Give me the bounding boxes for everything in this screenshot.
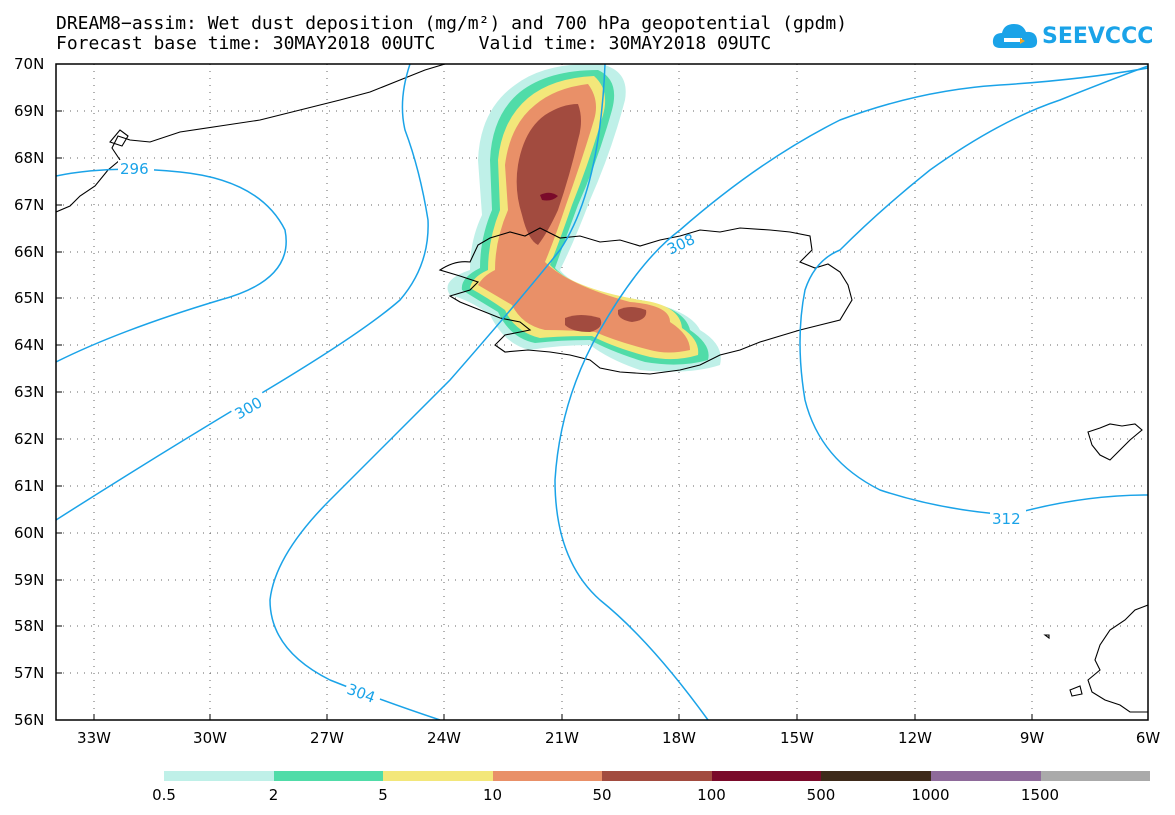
lon-label: 21W [545,729,579,747]
lat-label: 56N [14,711,44,729]
lat-label: 58N [14,617,44,635]
seevccc-logo: SEEVCCC [990,18,1153,58]
lon-label: 15W [780,729,814,747]
lon-label: 24W [427,729,461,747]
legend-label: 100 [697,786,726,804]
lat-label: 69N [14,102,44,120]
legend-label: 10 [482,786,503,804]
lat-label: 59N [14,571,44,589]
legend-swatch [164,771,274,781]
lat-label: 68N [14,149,44,167]
legend-label: 50 [592,786,612,804]
lat-label: 64N [14,336,44,354]
legend-swatch [383,771,493,781]
legend-swatch [1040,771,1151,781]
chart-title-line2: Forecast base time: 30MAY2018 00UTC Vali… [56,33,772,54]
color-legend [164,771,1151,783]
legend-swatch [492,771,603,781]
legend-swatch [711,771,822,781]
lon-label: 33W [77,729,111,747]
lon-label: 30W [193,729,227,747]
contour-label-304: 304 [345,680,378,707]
chart-title-line1: DREAM8−assim: Wet dust deposition (mg/m²… [56,13,848,34]
lon-label: 12W [898,729,932,747]
contour-label-308: 308 [664,230,698,258]
legend-swatch [602,771,712,781]
lon-label: 6W [1136,729,1161,747]
legend-swatch [930,771,1041,781]
lat-label: 63N [14,383,44,401]
legend-label: 0.5 [152,786,176,804]
dust-deposition-field [447,64,721,372]
lat-label: 61N [14,477,44,495]
logo-text: SEEVCCC [1042,24,1154,49]
lon-label: 18W [662,729,696,747]
lat-label: 65N [14,289,44,307]
legend-label: 1500 [1020,786,1060,804]
lon-label: 27W [310,729,344,747]
cloud-icon [992,24,1038,48]
lat-label: 60N [14,524,44,542]
longitude-labels: 33W 30W 27W 24W 21W 18W 15W 12W 9W 6W [77,729,1160,747]
legend-label: 2 [268,786,279,804]
legend-label: 500 [806,786,836,804]
legend-swatch [273,771,384,781]
lat-label: 57N [14,664,44,682]
contour-label-296: 296 [120,160,149,178]
lat-label: 67N [14,196,44,214]
lon-label: 9W [1020,729,1045,747]
contour-label-312: 312 [992,510,1021,528]
legend-labels: 0.5 2 5 10 50 100 500 1000 1500 [0,786,1175,806]
legend-label: 1000 [911,786,950,804]
legend-label: 5 [378,786,388,804]
lat-label: 66N [14,243,44,261]
tick-marks [56,63,1033,720]
latitude-labels: 70N 69N 68N 67N 66N 65N 64N 63N 62N 61N … [14,55,44,729]
coastlines [56,64,1148,713]
lat-label: 62N [14,430,44,448]
legend-swatch [821,771,931,781]
lat-label: 70N [14,55,44,73]
